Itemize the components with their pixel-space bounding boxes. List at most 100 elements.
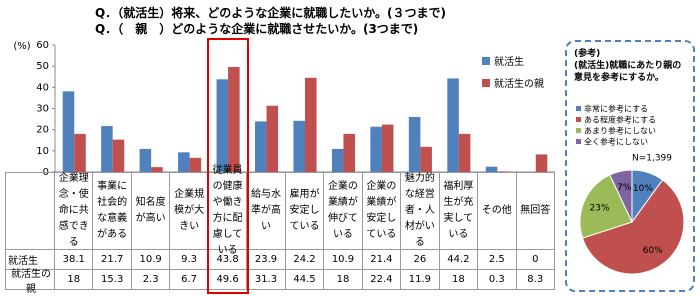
legend-label: ある程度参考にする — [584, 115, 656, 125]
bar — [305, 77, 317, 172]
pie-panel — [565, 40, 695, 292]
table-value: 0.3 — [478, 270, 517, 290]
table-value: 18 — [439, 270, 479, 290]
table-value: 22.4 — [362, 270, 402, 290]
pie-label: 60% — [643, 246, 663, 256]
bar — [216, 79, 229, 172]
table-value: 23.9 — [247, 250, 286, 270]
bar — [535, 154, 548, 172]
table-value: 18 — [324, 270, 363, 290]
legend-swatch — [482, 57, 490, 65]
table-row-label: 就活生 — [5, 250, 55, 270]
category-label: 事業に社会的な意義がある — [93, 172, 132, 250]
bar — [266, 105, 279, 172]
table-value: 24.2 — [285, 250, 325, 270]
bar — [458, 133, 471, 172]
bar — [485, 166, 498, 172]
table-value: 10.9 — [131, 250, 171, 270]
table-value: 43.8 — [208, 250, 248, 270]
table-value: 18 — [55, 270, 94, 290]
category-label: 給与水準が高い — [247, 172, 286, 250]
y-tick-label: 50 — [36, 61, 49, 72]
table-value: 44.5 — [285, 270, 325, 290]
table-value: 0 — [516, 250, 555, 270]
table-value: 10.9 — [324, 250, 363, 270]
legend-label: 就活生の親 — [494, 77, 544, 90]
bar — [74, 133, 86, 172]
bar — [447, 78, 459, 172]
table-value: 21.7 — [93, 250, 132, 270]
title-line: Q．（就活生）将来、どのような企業に就職したいか。(３つまで) — [95, 6, 446, 20]
bar — [139, 148, 152, 172]
bar — [343, 133, 355, 172]
category-label: 雇用が安定している — [285, 172, 325, 250]
bar — [331, 148, 344, 172]
table-value: 6.7 — [170, 270, 209, 290]
pie-label: 23% — [590, 203, 610, 213]
bar — [178, 152, 190, 172]
pie-slice — [581, 179, 685, 275]
table-corner — [5, 172, 55, 250]
pie-label: 10% — [633, 184, 653, 194]
bar — [293, 120, 305, 172]
table-value: 44.2 — [439, 250, 479, 270]
y-tick-label: 60 — [36, 40, 49, 51]
table-value: 11.9 — [401, 270, 440, 290]
table-row-label: 就活生の親 — [5, 269, 55, 295]
table-value: 2.5 — [478, 250, 517, 270]
y-tick-label: 10 — [36, 146, 49, 157]
bar — [420, 146, 432, 172]
pie-slice — [609, 169, 633, 223]
legend-swatch — [482, 79, 490, 87]
table-value: 26 — [401, 250, 440, 270]
table-value: 21.4 — [362, 250, 402, 270]
category-label: 企業規模が大きい — [170, 172, 209, 250]
category-label: 企業の業績が伸びている — [324, 172, 363, 250]
title-line: Q．（ 親 ）どのような企業に就職させたいか。(3つまで) — [95, 22, 419, 36]
bar — [370, 126, 382, 172]
y-tick-label: 20 — [36, 125, 49, 136]
table-value: 15.3 — [93, 270, 132, 290]
y-axis-label: (%) — [13, 41, 30, 52]
category-label: 無回答 — [516, 172, 555, 250]
table-value: 8.3 — [516, 270, 555, 290]
pie-slice — [579, 174, 633, 239]
category-label: 企業理念・使命に共感できる — [55, 172, 94, 250]
bar — [255, 121, 267, 172]
legend-swatch — [576, 139, 581, 144]
pie-note: N=1,399 — [632, 154, 672, 164]
pie-label: 7% — [617, 183, 632, 193]
table-value: 2.3 — [131, 270, 171, 290]
bar — [228, 67, 240, 172]
category-label: 企業の業績が安定している — [362, 172, 402, 250]
highlight-box — [206, 38, 250, 294]
bar — [62, 91, 75, 172]
bar — [497, 171, 509, 172]
y-tick-label: 30 — [36, 104, 49, 115]
legend-swatch — [576, 117, 581, 122]
legend-swatch — [576, 128, 581, 133]
table-value: 9.3 — [170, 250, 209, 270]
bar — [112, 139, 125, 172]
pie-title: (参考) — [574, 49, 601, 59]
legend-label: 非常に参考にする — [584, 104, 648, 114]
pie-title: (就活生)就職にあたり親の意見を参考にするか。 — [574, 61, 682, 83]
legend-swatch — [576, 106, 581, 111]
category-label: 知名度が高い — [131, 172, 171, 250]
bar — [101, 126, 113, 172]
category-label: その他 — [478, 172, 517, 250]
bar — [189, 157, 202, 172]
table-value: 31.3 — [247, 270, 286, 290]
bar — [151, 167, 163, 172]
category-label: 魅力的な経営者・人材がいる — [401, 172, 440, 250]
legend-label: 全く参考にしない — [584, 137, 648, 147]
table-border — [5, 172, 555, 290]
table-value: 49.6 — [208, 270, 248, 290]
category-label: 福利厚生が充実している — [439, 172, 479, 250]
y-tick-label: 40 — [36, 82, 49, 93]
legend-label: 就活生 — [494, 55, 524, 68]
table-value: 38.1 — [55, 250, 94, 270]
bar — [381, 124, 394, 172]
